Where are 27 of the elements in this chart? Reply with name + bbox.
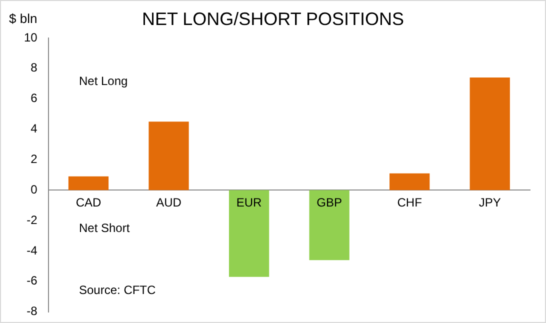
y-tick-label: 8 [30,60,38,75]
y-tick-label: -8 [26,304,38,318]
bar [390,173,430,190]
x-tick-label: AUD [156,195,182,210]
bar [148,122,189,190]
bar [228,190,270,277]
x-tick-label: CHF [397,195,422,210]
x-tick-label: GBP [316,195,342,210]
y-tick-label: -4 [26,243,38,258]
y-tick-label: 4 [30,122,38,136]
y-tick-label: 2 [30,152,38,166]
y-tick-label: -2 [26,212,38,227]
annotation: Source: CFTC [79,283,156,297]
y-tick-label: -6 [26,274,38,288]
x-tick-label: CAD [76,195,102,210]
y-tick-label: 6 [30,91,38,106]
y-axis-title: $ bln [9,11,38,26]
chart-title: NET LONG/SHORT POSITIONS [142,9,404,29]
annotation: Net Long [79,74,128,88]
bar [470,78,510,190]
x-tick-label: EUR [236,195,262,210]
y-tick-label: 0 [30,182,38,196]
y-tick-label: 10 [24,30,38,44]
bar [68,176,109,190]
x-tick-label: JPY [478,195,501,210]
bar [309,190,350,260]
annotation: Net Short [79,221,130,235]
